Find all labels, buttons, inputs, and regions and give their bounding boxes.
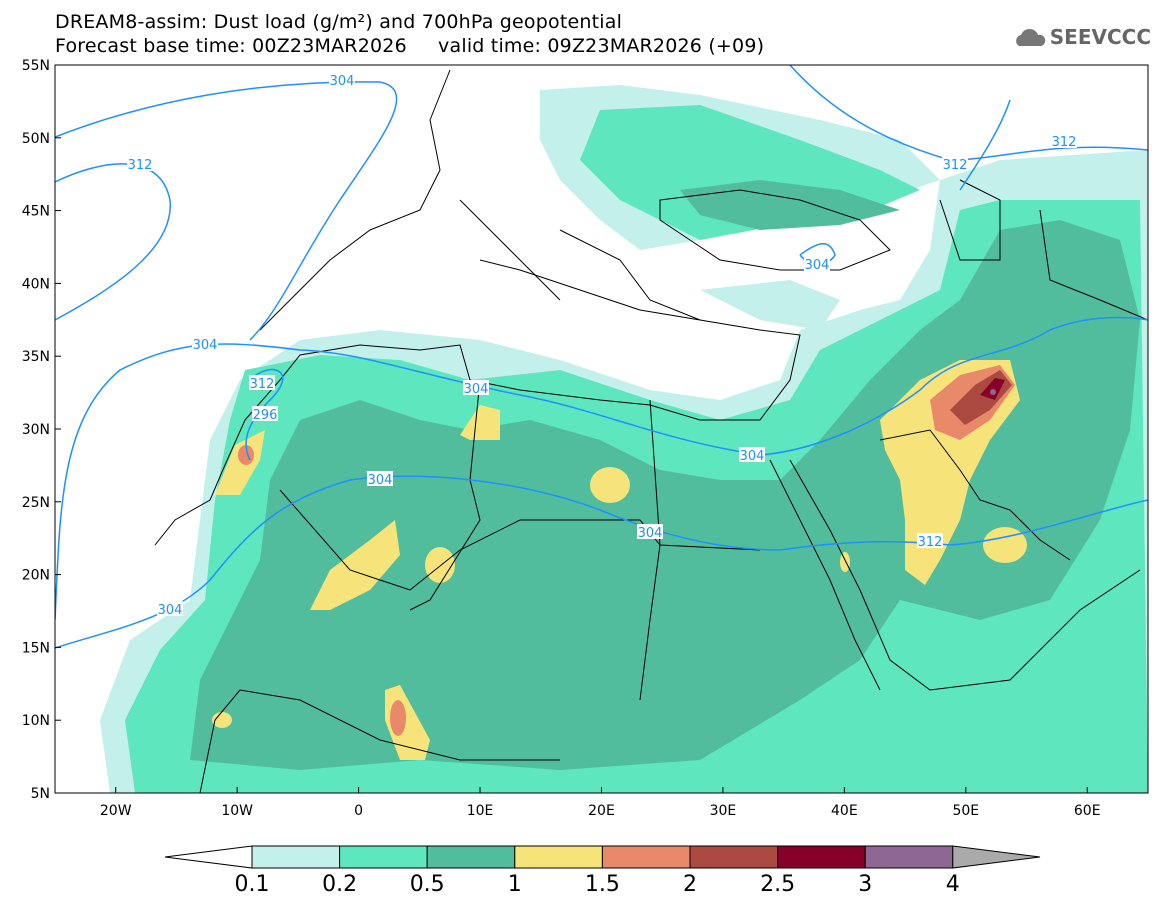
colorbar-label: 0.1 [234, 872, 270, 897]
lon-label: 30E [710, 803, 737, 819]
contour-label: 312 [128, 158, 153, 173]
colorbar-low-arrow [164, 845, 253, 869]
logo-text: SEEVCCC [1049, 25, 1151, 49]
cloud-icon [1015, 28, 1045, 46]
dust-field [55, 65, 1148, 793]
colorbar-label: 4 [945, 872, 960, 897]
lat-label: 10N [22, 713, 50, 729]
lon-label: 10W [221, 803, 253, 819]
lon-label: 10E [467, 803, 494, 819]
contour-label: 304 [464, 382, 489, 397]
contour-label: 304 [805, 258, 830, 273]
contour-label: 304 [638, 526, 663, 541]
contour-label: 304 [368, 473, 393, 488]
colorbar-swatch [514, 845, 603, 869]
colorbar-swatch [689, 845, 779, 869]
lon-axis: 20W 10W 0 10E 20E 30E 40E 50E 60E [100, 787, 1101, 819]
lon-label: 20W [100, 803, 132, 819]
contour-labels: 304 312 304 312 296 304 304 304 304 304 312 312 312 3… [127, 72, 1077, 618]
lat-label: 25N [22, 495, 50, 511]
contour-label: 312 [918, 535, 943, 550]
lon-label: 40E [831, 803, 858, 819]
contour-label: 312 [943, 158, 968, 173]
colorbar-label: 2.5 [760, 872, 796, 897]
dust-level-3 [990, 389, 996, 395]
map-title: DREAM8-assim: Dust load (g/m²) and 700hP… [55, 11, 623, 33]
lat-label: 5N [31, 786, 50, 802]
lat-label: 40N [22, 276, 50, 292]
colorbar-label: 2 [683, 872, 697, 897]
contour-label: 312 [1052, 135, 1077, 150]
dust-level-0.5 [190, 180, 1140, 770]
contour-label: 312 [250, 377, 275, 392]
lat-label: 20N [22, 568, 50, 584]
contour-label: 304 [193, 338, 218, 353]
lon-label: 50E [952, 803, 979, 819]
dust-level-2.5 [980, 378, 1005, 400]
colorbar-label: 3 [858, 872, 873, 897]
lat-axis: 55N 50N 45N 40N 35N 30N 25N 20N 15N 10N 5N [22, 58, 61, 802]
colorbar-swatch [251, 845, 341, 869]
lon-label: 20E [588, 803, 615, 819]
colorbar [164, 845, 1041, 869]
contour-label: 304 [740, 449, 765, 464]
colorbar-label: 0.2 [322, 872, 358, 897]
lon-label: 0 [354, 803, 363, 819]
colorbar-swatch [426, 845, 516, 869]
forecast-time: Forecast base time: 00Z23MAR2026 valid t… [55, 35, 765, 57]
colorbar-label: 0.5 [409, 872, 445, 897]
lat-label: 30N [22, 422, 50, 438]
colorbar-swatch [339, 845, 428, 869]
colorbar-high-arrow [952, 845, 1041, 869]
seevccc-logo: SEEVCCC [1013, 25, 1151, 49]
lat-label: 50N [22, 131, 50, 147]
lat-label: 35N [22, 349, 50, 365]
contour-label: 296 [253, 408, 278, 423]
lon-label: 60E [1074, 803, 1101, 819]
colorbar-swatch [601, 845, 691, 869]
lat-label: 55N [22, 58, 50, 74]
contour-label: 304 [330, 74, 355, 89]
colorbar-label: 1 [507, 872, 522, 897]
colorbar-label: 1.5 [584, 872, 620, 897]
colorbar-swatch [864, 845, 954, 869]
lat-label: 45N [22, 204, 50, 220]
lat-label: 15N [22, 640, 50, 656]
colorbar-swatch [777, 845, 866, 869]
contour-label: 304 [158, 603, 183, 618]
